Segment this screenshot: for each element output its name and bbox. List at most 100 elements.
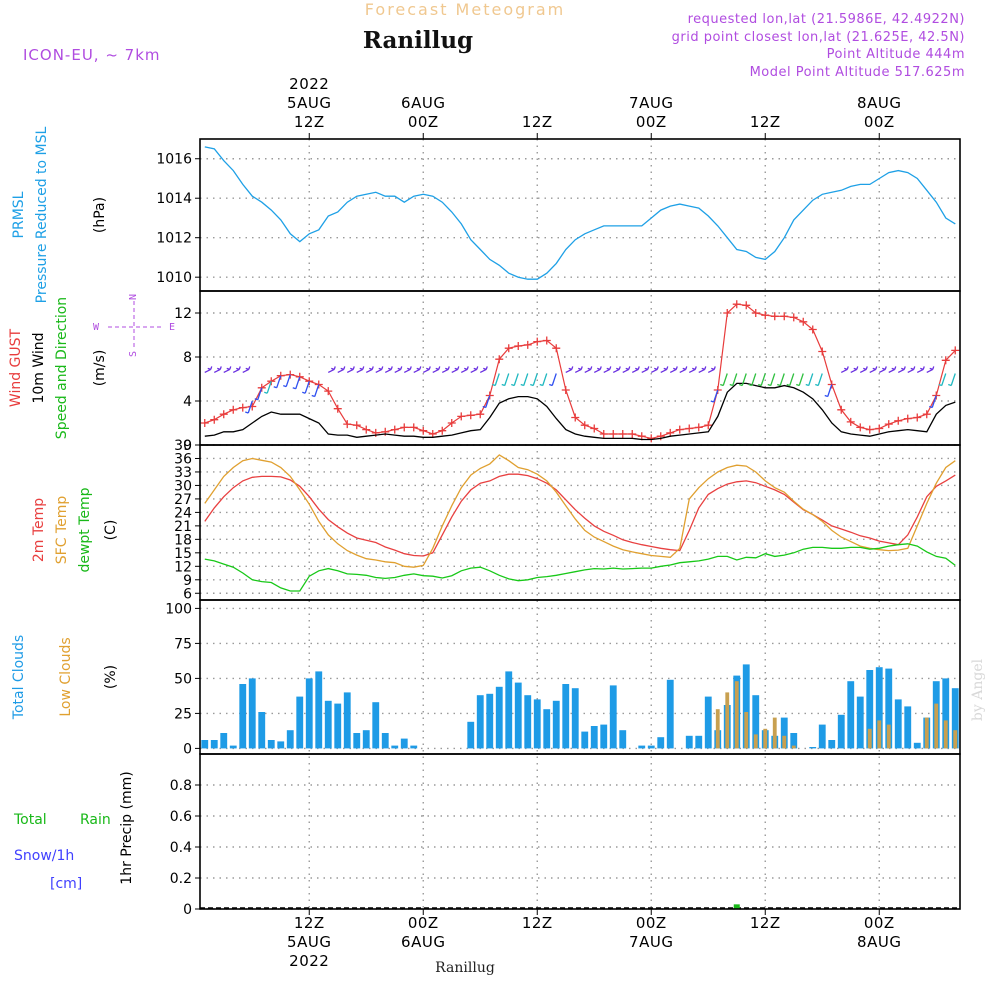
total-cloud-bar [277, 741, 285, 749]
total-cloud-bar [866, 670, 874, 749]
total-cloud-bar [828, 740, 836, 749]
gust-cross [324, 387, 333, 396]
requested-coords: requested lon,lat (21.5986E, 42.4922N) [688, 12, 965, 27]
pressure-ytick-label: 1016 [156, 152, 192, 168]
gust-cross [552, 344, 561, 353]
gust-cross [789, 313, 798, 322]
total-cloud-bar [220, 733, 228, 749]
wind-direction-arrow [707, 366, 716, 373]
wind-direction-arrow [612, 366, 621, 373]
gust-cross [704, 421, 713, 430]
wind-direction-arrow [565, 366, 574, 373]
gust-cross [466, 411, 475, 420]
bottom-time-label: 5AUG [287, 933, 331, 951]
low-cloud-bar [753, 734, 758, 749]
gust-cross [495, 355, 504, 364]
wind-direction-arrow [501, 373, 510, 387]
gust-cross [523, 340, 532, 349]
gust-cross [343, 420, 352, 429]
wind-direction-arrow [254, 387, 263, 401]
total-cloud-bar [581, 731, 589, 749]
pressure-label-2: Pressure Reduced to MSL [34, 126, 50, 303]
gust-cross [248, 402, 257, 411]
low-cloud-bar [934, 703, 939, 749]
total-cloud-bar [847, 681, 855, 749]
total-cloud-bar [372, 702, 380, 749]
precip-unit: 1hr Precip (mm) [119, 771, 135, 884]
gust-cross [447, 419, 456, 427]
clouds-ytick-label: 0 [183, 741, 192, 757]
gust-cross [761, 311, 770, 320]
gust-cross [780, 312, 789, 321]
gust-cross [647, 434, 656, 443]
low-cloud-bar [877, 720, 882, 749]
gust-cross [628, 430, 637, 438]
bottom-time-label: 12Z [750, 914, 781, 932]
total-cloud-bar [286, 730, 294, 749]
wind-direction-arrow [720, 373, 728, 387]
gust-cross [514, 342, 523, 350]
gust-cross [533, 337, 542, 346]
bottom-time-label: 6AUG [401, 933, 445, 951]
credit-watermark: by Angel [970, 658, 986, 721]
top-time-label: 12Z [294, 113, 325, 131]
model-altitude: Model Point Altitude 517.625m [750, 65, 965, 80]
wind-direction-arrow [441, 366, 450, 373]
gust-cross [362, 425, 371, 434]
wind-direction-arrow [907, 366, 916, 373]
wind-direction-arrow [622, 366, 631, 373]
low-cloud-bar [886, 724, 891, 749]
bottom-time-label: 00Z [864, 914, 895, 932]
wind-direction-arrow [584, 366, 593, 373]
temp-ytick-label: 33 [174, 465, 192, 481]
low-cloud-bar [725, 692, 730, 749]
bottom-time-label: 8AUG [857, 933, 901, 951]
compass-rose: W E N S [93, 294, 175, 357]
gust-cross [542, 336, 551, 345]
wind-direction-arrow [748, 373, 757, 387]
bottom-time-label: 12Z [294, 914, 325, 932]
wind-direction-arrow [840, 366, 849, 373]
total-cloud-bar [486, 693, 494, 749]
gust-cross [457, 412, 466, 421]
low-cloud-bar [782, 735, 787, 749]
rain-label: Rain [80, 812, 111, 828]
low-cloud-bar [772, 717, 777, 749]
gust-cross [390, 425, 399, 434]
gust-cross [951, 346, 960, 355]
precip-ytick-label: 0.6 [170, 809, 192, 825]
gust-cross [837, 405, 846, 414]
wind-direction-arrow [242, 366, 251, 373]
top-time-label: 00Z [636, 113, 667, 131]
total-cloud-bar [885, 668, 893, 749]
wind-direction-arrow [384, 366, 393, 373]
grid-lines [200, 139, 960, 910]
wind-direction-arrow [739, 373, 747, 387]
gust-cross [751, 309, 760, 317]
top-time-label: 12Z [522, 113, 553, 131]
snow-label: Snow/1h [14, 848, 74, 864]
wind-direction-arrow [805, 373, 814, 387]
top-time-label: 00Z [408, 113, 439, 131]
wind-direction-arrow [302, 380, 310, 394]
low-cloud-bar [953, 730, 958, 749]
total-cloud-bar [248, 678, 256, 749]
clouds-ytick-label: 25 [174, 706, 192, 722]
gust-cross [675, 425, 684, 434]
wind-direction-arrow [327, 366, 336, 373]
cm-label: [cm] [50, 876, 82, 892]
wind-direction-arrow [432, 366, 441, 373]
wind-label: 10m Wind [31, 332, 47, 403]
gust-cross [865, 425, 874, 434]
temp-ytick-label: 27 [174, 492, 192, 508]
bottom-time-label: 7AUG [629, 933, 673, 951]
total-cloud-bar [305, 678, 313, 749]
gust-cross [238, 403, 247, 412]
wind-direction-arrow [539, 373, 548, 387]
total-cloud-bar [704, 696, 712, 749]
sfctemp-label: SFC Temp [54, 496, 70, 565]
wind-direction-arrow [850, 366, 859, 373]
top-time-label: 00Z [864, 113, 895, 131]
total-cloud-bar [334, 703, 342, 749]
gust-cross [438, 426, 447, 435]
